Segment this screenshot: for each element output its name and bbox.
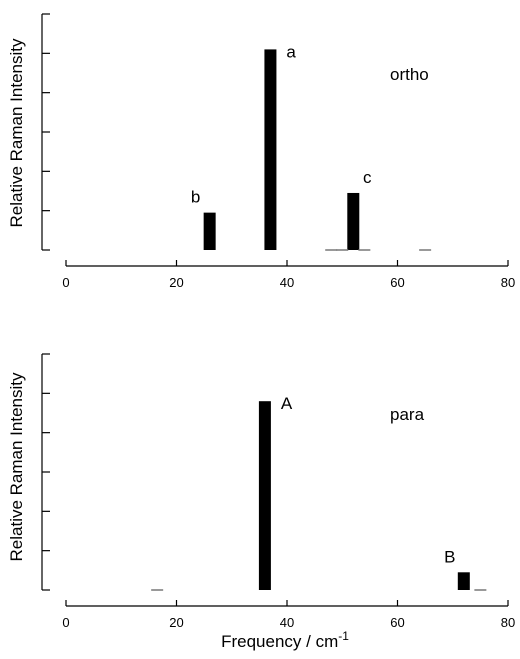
y-axis-label: Relative Raman Intensity bbox=[7, 372, 26, 561]
x-tick-label: 80 bbox=[501, 275, 515, 290]
x-tick-label: 20 bbox=[169, 275, 183, 290]
x-tick-label: 0 bbox=[62, 615, 69, 630]
bar-a bbox=[264, 49, 277, 251]
bar-b bbox=[203, 212, 216, 250]
panel-label: ortho bbox=[390, 65, 429, 84]
x-tick-label: 40 bbox=[280, 615, 294, 630]
y-axis-label: Relative Raman Intensity bbox=[7, 38, 26, 227]
x-tick-label: 60 bbox=[390, 275, 404, 290]
peak-label-c: c bbox=[363, 168, 372, 187]
bar-c bbox=[347, 192, 360, 250]
bar-A bbox=[258, 401, 271, 590]
x-tick-label: 20 bbox=[169, 615, 183, 630]
x-tick-label: 40 bbox=[280, 275, 294, 290]
peak-label-B: B bbox=[444, 547, 455, 566]
x-tick-label: 0 bbox=[62, 275, 69, 290]
peak-label-A: A bbox=[281, 394, 293, 413]
panel-label: para bbox=[390, 405, 425, 424]
peak-label-a: a bbox=[286, 42, 296, 61]
x-tick-label: 80 bbox=[501, 615, 515, 630]
x-tick-label: 60 bbox=[390, 615, 404, 630]
chart-panel-ortho: 0 20 40 60 80 Relative Raman Intensity ortho b a… bbox=[7, 13, 515, 290]
peak-label-b: b bbox=[191, 188, 200, 207]
x-axis-label: Frequency / cm-1 bbox=[221, 629, 349, 651]
bar-B bbox=[457, 572, 470, 590]
chart-panel-para: 0 20 40 60 80 Relative Raman Intensity para A B F… bbox=[7, 353, 515, 651]
